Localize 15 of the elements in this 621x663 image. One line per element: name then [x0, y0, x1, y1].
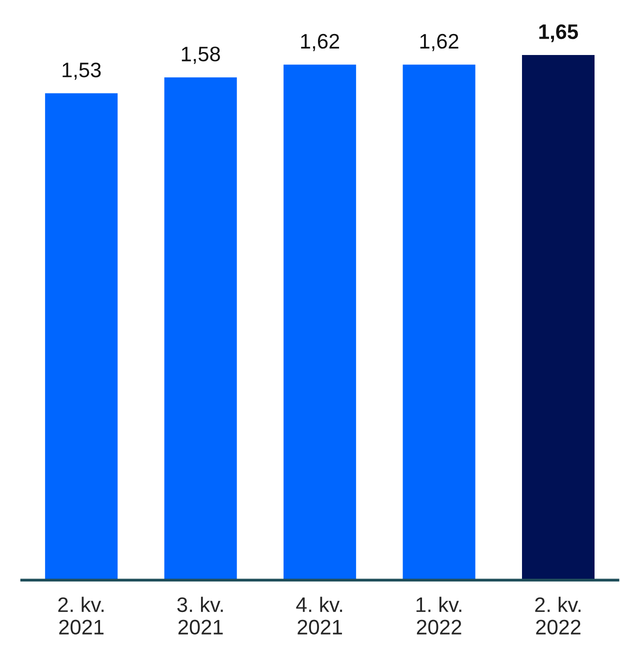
bar: [401, 63, 477, 580]
x-tick-label: 4. kv. 2021: [296, 596, 342, 635]
bar: [162, 76, 238, 580]
x-tick-label: 2. kv. 2021: [58, 596, 104, 635]
x-tick-label: 2. kv. 2022: [535, 596, 581, 635]
bar: [44, 92, 120, 580]
data-label: 1,62: [420, 34, 458, 52]
data-label: 1,65: [539, 24, 578, 42]
data-label: 1,62: [301, 34, 340, 52]
x-tick-label: 3. kv. 2021: [177, 596, 223, 635]
bar: [520, 54, 596, 580]
data-label: 1,58: [182, 46, 220, 64]
x-tick-label: 1. kv. 2022: [416, 596, 462, 635]
bar: [282, 63, 358, 580]
data-label: 1,53: [62, 62, 101, 80]
